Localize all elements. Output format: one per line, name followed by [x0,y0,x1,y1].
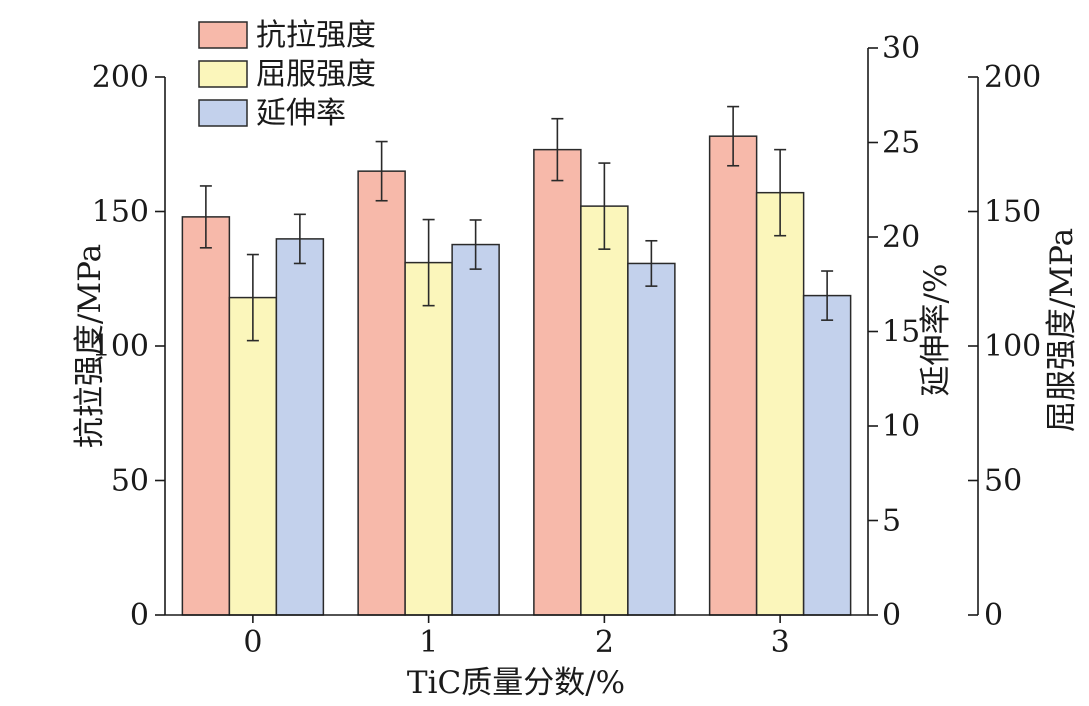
right-tick-label: 0 [984,598,1003,633]
right-tick-label: 150 [984,195,1041,230]
bar [275,238,325,616]
bar [357,170,406,616]
x-tick-label: 1 [419,625,438,660]
x-tick-label: 2 [595,625,614,660]
left-axis-label: 抗拉强度/MPa [72,244,108,448]
x-tick-label: 0 [243,625,262,660]
x-tick-label: 3 [771,625,790,660]
right-tick-label: 50 [984,464,1022,499]
middle-tick-label: 30 [882,31,920,66]
middle-tick-label: 25 [882,126,920,161]
legend-label: 屈服强度 [256,57,376,92]
right-tick-label: 200 [984,60,1041,95]
bar [802,294,852,616]
x-axis-label: TiC质量分数/% [407,665,625,701]
left-tick-label: 150 [92,195,149,230]
bar [708,135,758,616]
legend-swatch [198,60,248,88]
right-axis-label: 屈服强度/MPa [1044,228,1080,432]
bar [627,262,676,616]
bar [533,148,582,616]
bars [181,105,852,616]
left-tick-label: 200 [92,60,149,95]
legend-label: 延伸率 [256,96,346,131]
left-tick-label: 0 [130,598,149,633]
left-tick-label: 50 [111,464,149,499]
right-tick-label: 100 [984,329,1041,364]
bar [451,243,500,616]
legend-label: 抗拉强度 [256,18,376,53]
left-tick-label: 100 [92,329,149,364]
middle-tick-label: 20 [882,220,920,255]
bar [755,191,805,616]
middle-axis-label: 延伸率/% [918,264,954,397]
bar [404,261,453,616]
legend-swatch [198,21,248,49]
bar [228,296,278,616]
middle-tick-label: 15 [882,315,920,350]
legend-swatch [198,99,248,127]
middle-tick-label: 0 [882,598,901,633]
middle-tick-label: 5 [882,504,901,539]
middle-tick-label: 10 [882,409,920,444]
bar [580,205,629,616]
bar [181,216,231,616]
